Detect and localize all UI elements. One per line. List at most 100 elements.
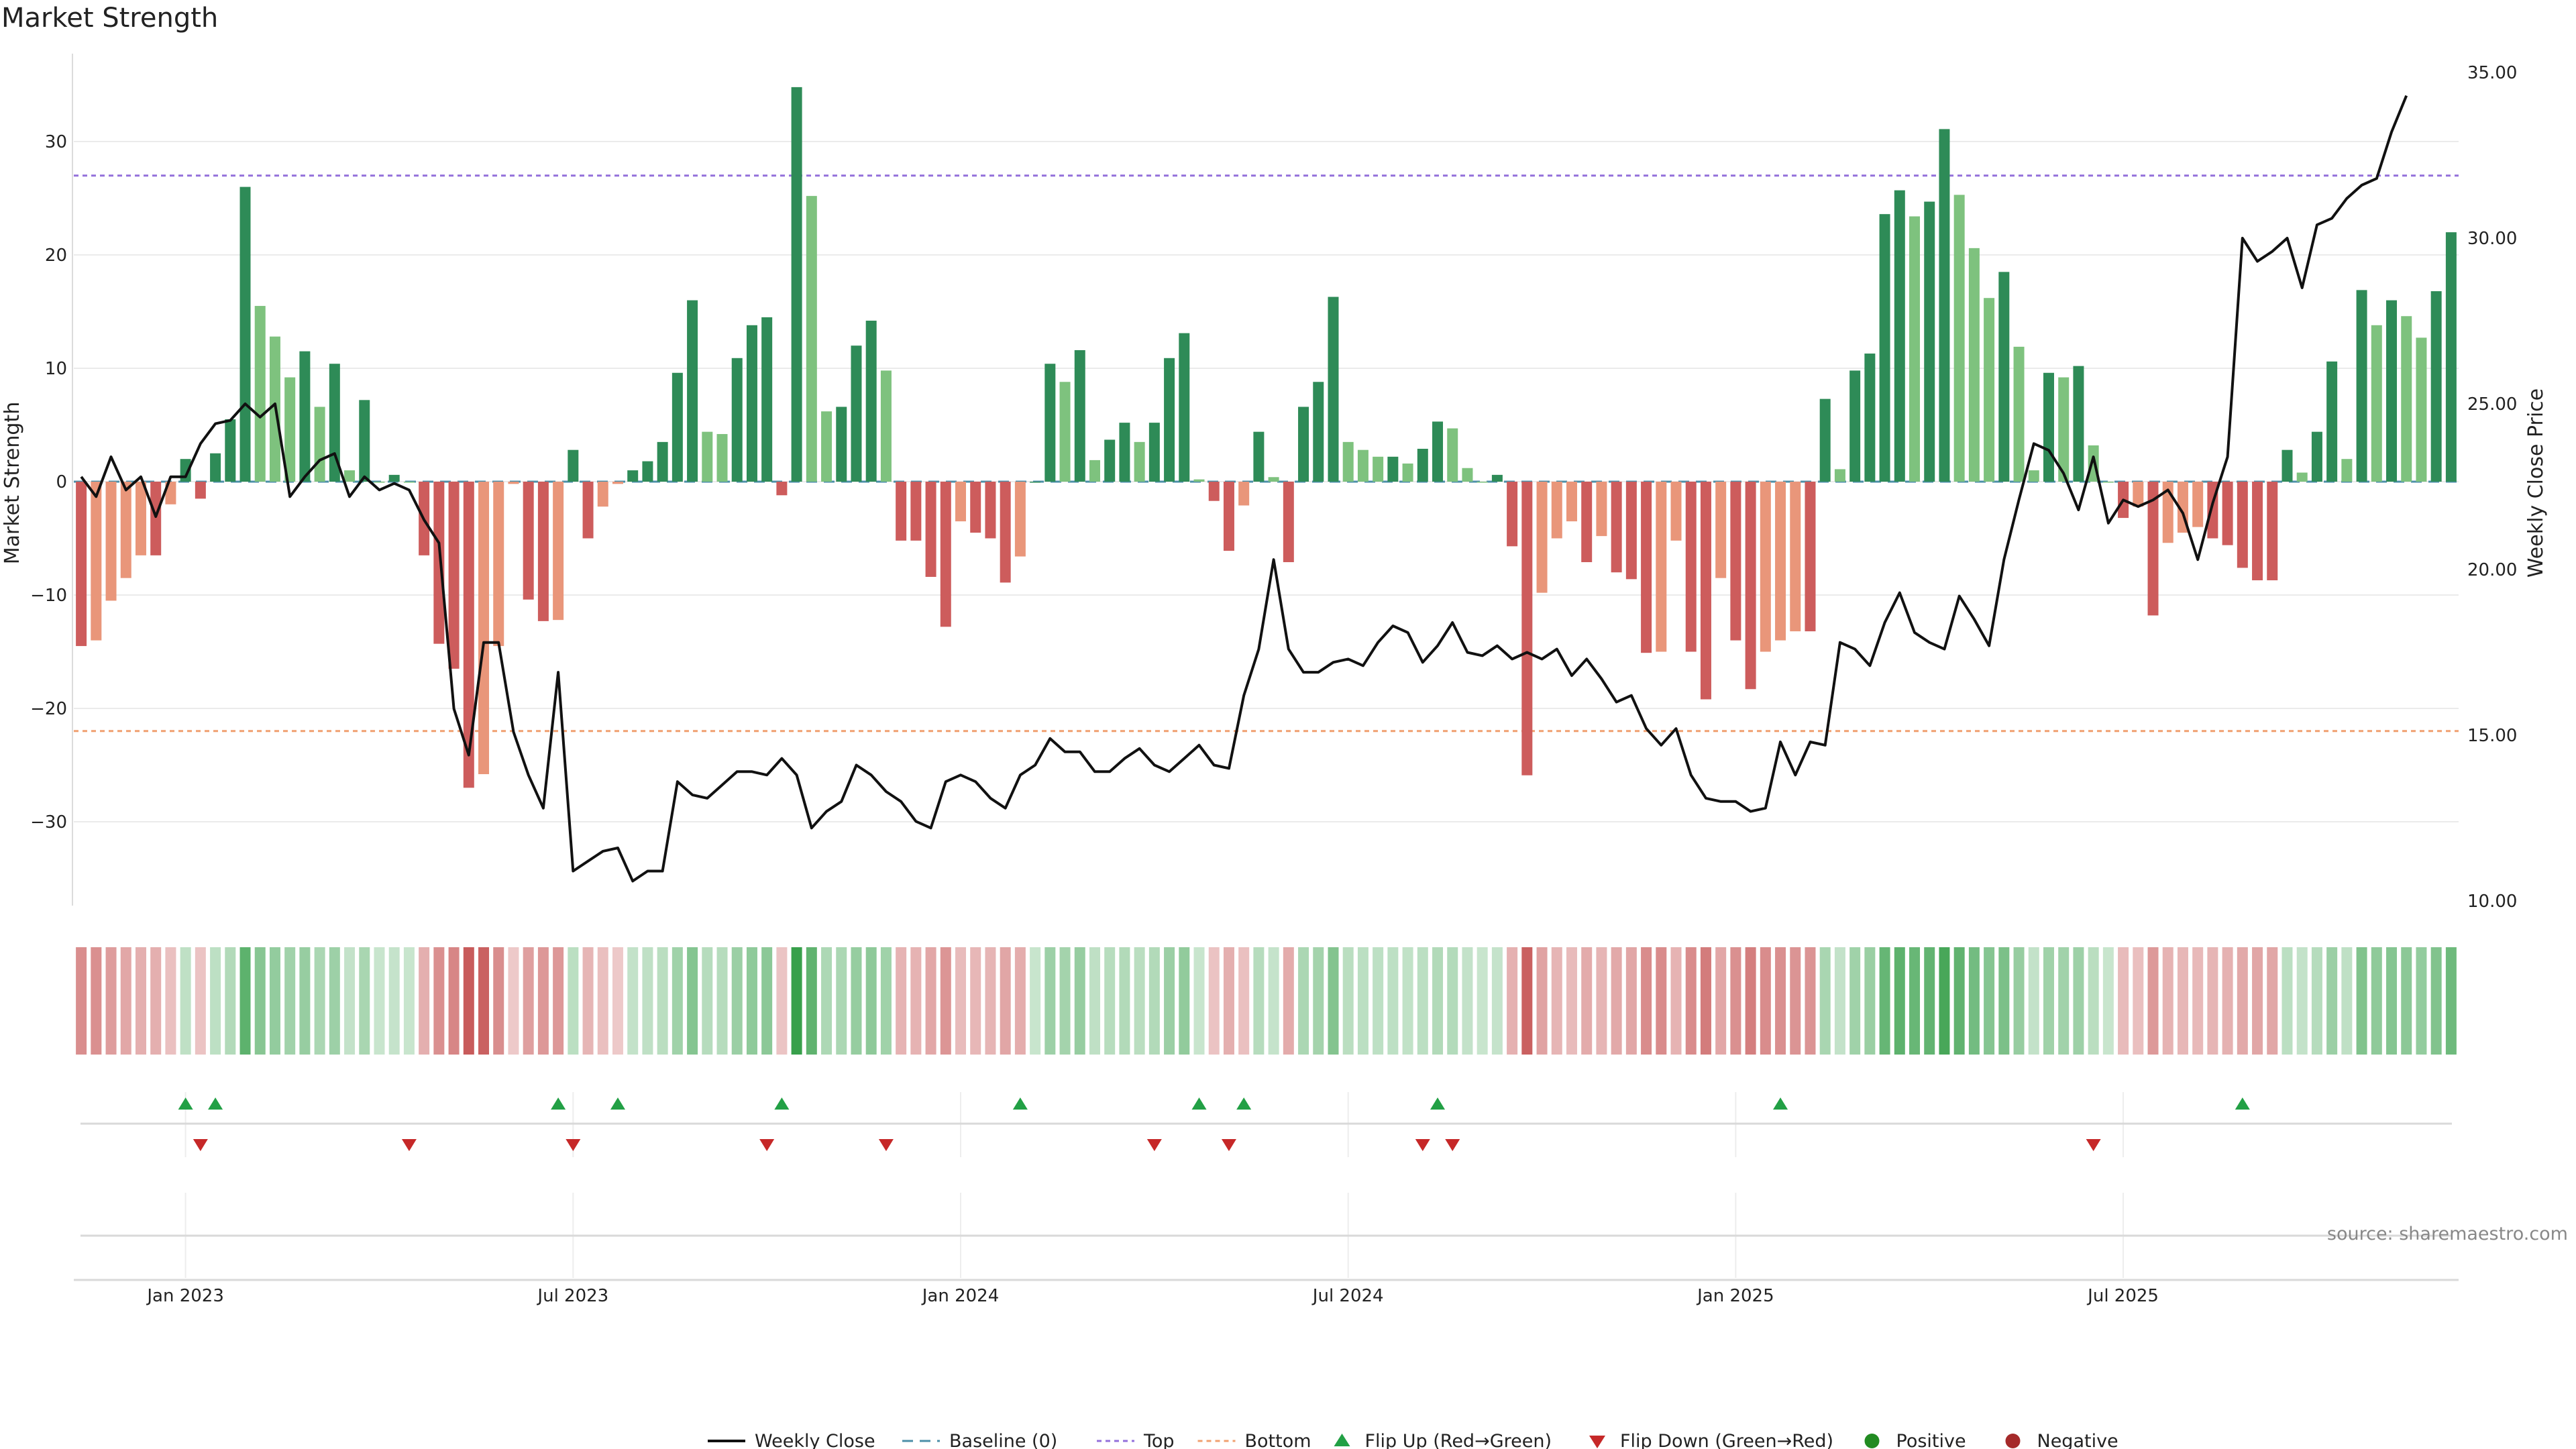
heat-strip-cell: [1387, 947, 1399, 1055]
heat-strip-cell: [582, 947, 594, 1055]
strength-bar: [776, 482, 788, 496]
heat-strip-cell: [1030, 947, 1041, 1055]
heat-strip-cell: [880, 947, 892, 1055]
strength-bar: [1491, 474, 1503, 482]
heat-strip-cell: [1685, 947, 1697, 1055]
source-label: source: sharemaestro.com: [2327, 1224, 2568, 1244]
heat-strip-cell: [2326, 947, 2338, 1055]
heat-strip-cell: [1566, 947, 1577, 1055]
strength-bar: [1909, 216, 1921, 482]
heat-strip-cell: [1790, 947, 1801, 1055]
y-tick-label-right: 25.00: [2467, 394, 2517, 415]
heat-strip-cell: [1909, 947, 1921, 1055]
heat-strip-cell: [2252, 947, 2263, 1055]
heat-strip-cell: [1521, 947, 1533, 1055]
strength-bar: [1968, 248, 1980, 482]
strength-bar: [1447, 428, 1458, 482]
heat-strip-cell: [448, 947, 460, 1055]
heat-strip-cell: [1864, 947, 1876, 1055]
strength-heat-strip: [76, 947, 2457, 1055]
strength-bar: [1998, 272, 2010, 482]
legend-weekly-close-label: Weekly Close: [755, 1431, 875, 1449]
heat-strip-cell: [1283, 947, 1294, 1055]
heat-strip-cell: [1849, 947, 1861, 1055]
heat-strip-cell: [2416, 947, 2427, 1055]
heat-strip-cell: [1953, 947, 1965, 1055]
strength-bar: [2430, 291, 2442, 482]
legend-bottom-label: Bottom: [1245, 1431, 1311, 1449]
heat-strip-cell: [2043, 947, 2054, 1055]
heat-strip-cell: [1894, 947, 1905, 1055]
heat-strip-cell: [105, 947, 117, 1055]
strength-bar: [761, 317, 773, 482]
legend-flip-up-label: Flip Up (Red→Green): [1365, 1431, 1552, 1449]
heat-strip-cell: [806, 947, 817, 1055]
y-tick-label-left: −10: [30, 586, 67, 606]
strength-bar: [1119, 423, 1130, 482]
y-tick-label-right: 35.00: [2467, 63, 2517, 83]
y-axis-label-left: Market Strength: [1, 402, 24, 564]
strength-bar: [657, 441, 668, 482]
heat-strip-cell: [2192, 947, 2204, 1055]
strength-bar: [612, 482, 623, 484]
heat-strip-cell: [1357, 947, 1368, 1055]
strength-bar: [1044, 364, 1056, 482]
heat-strip-cell: [2147, 947, 2159, 1055]
strength-bar: [851, 345, 862, 482]
flip-up-marker: [1773, 1097, 1788, 1110]
heat-strip-cell: [1551, 947, 1562, 1055]
heat-strip-cell: [508, 947, 519, 1055]
heat-strip-cell: [1656, 947, 1667, 1055]
strength-bar: [1775, 482, 1786, 641]
strength-bars: [76, 87, 2457, 788]
strength-bar: [1864, 354, 1876, 482]
strength-bar: [2252, 482, 2263, 581]
heat-strip-cell: [2133, 947, 2144, 1055]
strength-bar: [314, 407, 325, 482]
heat-strip-cell: [2430, 947, 2442, 1055]
strength-bar: [388, 474, 400, 482]
strength-bar: [150, 482, 162, 555]
heat-strip-cell: [1596, 947, 1607, 1055]
heat-strip-cell: [225, 947, 236, 1055]
heat-strip-cell: [1819, 947, 1831, 1055]
heat-strip-cell: [657, 947, 668, 1055]
heat-strip-cell: [239, 947, 251, 1055]
heat-strip-cell: [76, 947, 87, 1055]
strength-bar: [1477, 482, 1488, 483]
flip-up-marker: [178, 1097, 193, 1110]
heat-strip-cell: [746, 947, 757, 1055]
strength-bar: [1193, 479, 1205, 482]
y-tick-label-left: −20: [30, 699, 67, 719]
flip-up-marker: [2235, 1097, 2250, 1110]
heat-strip-cell: [478, 947, 490, 1055]
strength-bar: [2267, 482, 2278, 581]
strength-bar: [448, 482, 460, 669]
flip-down-marker: [759, 1139, 775, 1151]
heat-strip-cell: [2341, 947, 2353, 1055]
strength-bar: [865, 321, 877, 482]
heat-strip-cell: [1834, 947, 1845, 1055]
heat-strip-cell: [1968, 947, 1980, 1055]
flip-up-marker: [1191, 1097, 1207, 1110]
y-tick-label-right: 20.00: [2467, 560, 2517, 580]
heat-strip-cell: [1447, 947, 1458, 1055]
strength-bar: [1208, 482, 1220, 501]
heat-strip-cell: [1507, 947, 1518, 1055]
y-tick-label-right: 15.00: [2467, 726, 2517, 746]
x-tick-label: Jan 2025: [1696, 1286, 1774, 1306]
strength-bar: [1760, 482, 1771, 652]
strength-bar: [1328, 297, 1339, 482]
strength-bar: [836, 407, 847, 482]
strength-bar: [2192, 482, 2204, 527]
legend-flip-down-label: Flip Down (Green→Red): [1620, 1431, 1833, 1449]
heat-strip-cell: [2311, 947, 2322, 1055]
heat-strip-cell: [955, 947, 967, 1055]
heat-strip-cell: [776, 947, 788, 1055]
strength-bar: [1417, 448, 1428, 482]
strength-bar: [1730, 482, 1741, 641]
strength-bar: [1536, 482, 1548, 593]
heat-strip-cell: [1402, 947, 1413, 1055]
heat-strip-cell: [2267, 947, 2278, 1055]
heat-strip-cell: [1417, 947, 1428, 1055]
